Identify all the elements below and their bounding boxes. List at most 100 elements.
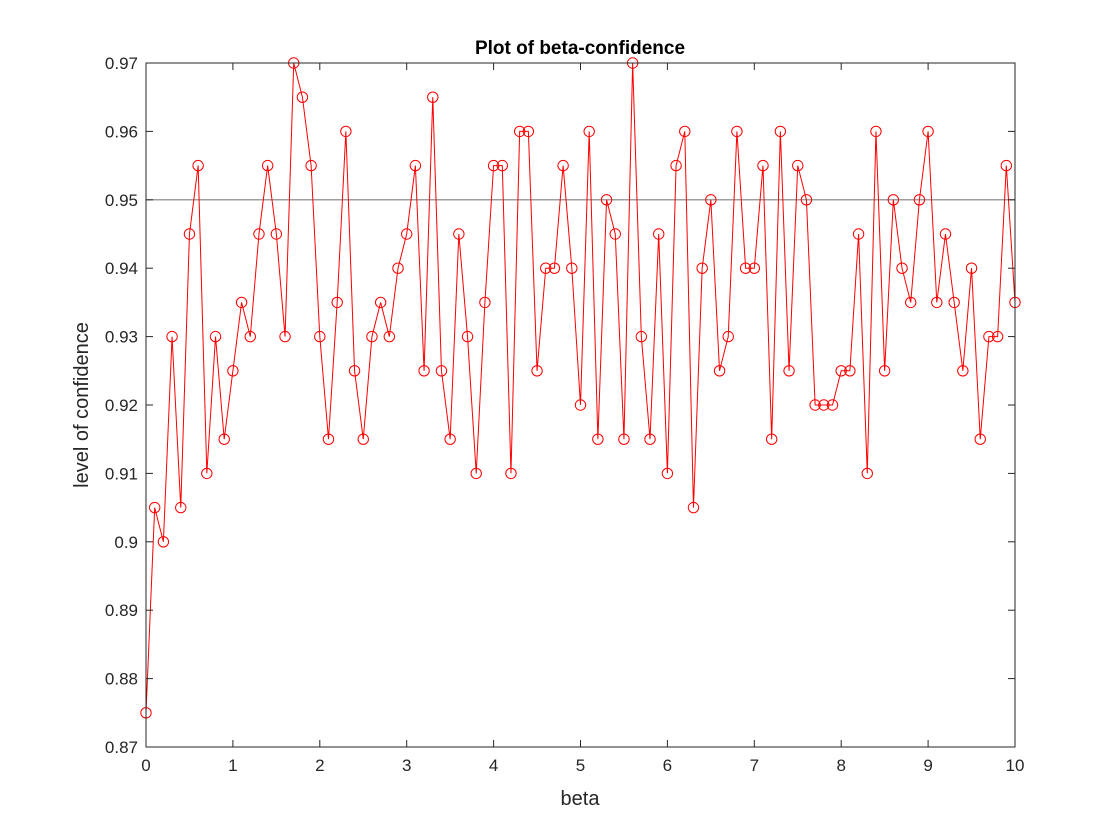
data-point bbox=[913, 194, 926, 206]
data-point bbox=[835, 365, 847, 377]
data-point bbox=[818, 399, 830, 411]
x-tick-label: 5 bbox=[576, 756, 585, 775]
data-point bbox=[939, 228, 952, 240]
data-point bbox=[418, 365, 430, 377]
data-point bbox=[175, 501, 187, 514]
y-tick-label: 0.87 bbox=[105, 738, 138, 757]
data-point bbox=[383, 330, 396, 343]
data-point bbox=[296, 91, 309, 103]
data-point bbox=[878, 365, 891, 377]
x-tick-label: 8 bbox=[836, 756, 845, 775]
data-point bbox=[192, 159, 204, 172]
data-point bbox=[166, 330, 178, 343]
data-point bbox=[957, 365, 969, 377]
data-point bbox=[340, 125, 352, 138]
data-point bbox=[609, 228, 621, 240]
data-point bbox=[739, 262, 752, 274]
data-point bbox=[183, 228, 196, 240]
data-point bbox=[496, 159, 508, 172]
y-tick-label: 0.97 bbox=[105, 54, 138, 73]
data-point bbox=[653, 228, 665, 240]
data-point bbox=[279, 330, 291, 343]
data-point bbox=[783, 365, 795, 377]
x-tick-label: 4 bbox=[489, 756, 498, 775]
data-point bbox=[522, 125, 535, 138]
y-tick-label: 0.93 bbox=[105, 328, 138, 347]
data-point bbox=[748, 262, 760, 274]
data-point bbox=[209, 330, 222, 343]
data-point bbox=[948, 296, 960, 309]
data-point bbox=[792, 159, 804, 172]
data-point bbox=[687, 501, 700, 514]
data-point bbox=[931, 296, 943, 309]
data-point bbox=[991, 330, 1004, 343]
x-tick-label: 7 bbox=[750, 756, 759, 775]
data-point bbox=[800, 194, 813, 206]
data-point bbox=[479, 296, 491, 309]
data-point bbox=[826, 399, 839, 411]
data-point bbox=[600, 194, 613, 206]
data-point bbox=[548, 262, 561, 274]
data-point bbox=[809, 399, 821, 411]
data-point bbox=[357, 433, 369, 445]
data-point bbox=[305, 159, 317, 172]
x-tick-label: 0 bbox=[141, 756, 150, 775]
y-tick-label: 0.94 bbox=[105, 259, 138, 278]
data-point bbox=[1000, 159, 1013, 172]
data-point bbox=[983, 330, 995, 343]
data-point bbox=[218, 433, 230, 445]
data-point bbox=[487, 159, 500, 172]
data-point bbox=[453, 228, 465, 240]
x-tick-label: 2 bbox=[315, 756, 324, 775]
data-point bbox=[201, 467, 213, 480]
data-point bbox=[427, 91, 439, 103]
data-point bbox=[505, 467, 517, 480]
data-point bbox=[444, 433, 456, 445]
data-point bbox=[513, 125, 526, 138]
data-point bbox=[679, 125, 691, 138]
data-point bbox=[870, 125, 882, 138]
data-point bbox=[244, 330, 256, 343]
data-point bbox=[705, 194, 717, 206]
y-tick-label: 0.92 bbox=[105, 396, 138, 415]
data-point bbox=[922, 125, 934, 138]
y-tick-label: 0.96 bbox=[105, 122, 138, 141]
x-tick-label: 3 bbox=[402, 756, 411, 775]
data-point bbox=[644, 433, 656, 445]
y-tick-label: 0.89 bbox=[105, 601, 138, 620]
x-axis-label: beta bbox=[561, 788, 601, 810]
y-tick-label: 0.88 bbox=[105, 670, 138, 689]
data-point bbox=[314, 330, 326, 343]
y-axis-label: level of confidence bbox=[71, 322, 93, 488]
data-point bbox=[235, 296, 248, 309]
x-tick-label: 9 bbox=[923, 756, 932, 775]
data-point bbox=[713, 365, 726, 377]
data-point bbox=[331, 296, 343, 309]
data-point bbox=[461, 330, 474, 343]
data-point bbox=[322, 433, 335, 445]
data-point bbox=[157, 536, 170, 548]
data-point bbox=[435, 365, 448, 377]
data-point bbox=[409, 159, 422, 172]
series-layer bbox=[140, 57, 1021, 719]
data-point bbox=[148, 501, 161, 514]
x-tick-label: 1 bbox=[228, 756, 237, 775]
chart-title: Plot of beta-confidence bbox=[475, 38, 685, 59]
data-point bbox=[635, 330, 648, 343]
data-point bbox=[696, 262, 708, 274]
y-tick-label: 0.9 bbox=[114, 533, 138, 552]
data-point bbox=[392, 262, 404, 274]
data-point bbox=[731, 125, 743, 138]
y-tick-label: 0.95 bbox=[105, 191, 138, 210]
data-point bbox=[887, 194, 900, 206]
data-point bbox=[757, 159, 769, 172]
data-point bbox=[661, 467, 674, 480]
data-point bbox=[844, 365, 856, 377]
data-point bbox=[670, 159, 682, 172]
data-point bbox=[470, 467, 482, 480]
data-point bbox=[861, 467, 873, 480]
data-point bbox=[774, 125, 787, 138]
data-point bbox=[852, 228, 865, 240]
x-tick-label: 10 bbox=[1006, 756, 1025, 775]
data-point bbox=[366, 330, 378, 343]
